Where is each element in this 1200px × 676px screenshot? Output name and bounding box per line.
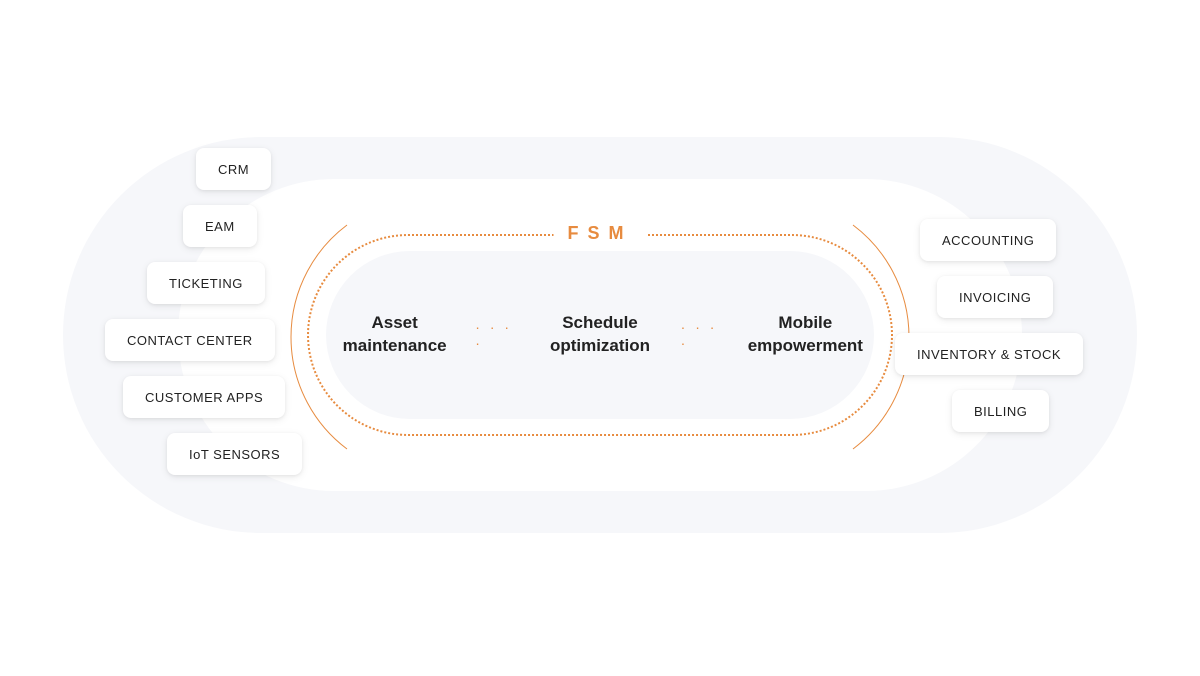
core-item-schedule: Schedule optimization <box>531 312 668 358</box>
box-iot-sensors: IoT SENSORS <box>167 433 302 475</box>
core-item-line1: Schedule <box>562 313 638 332</box>
core-item-line2: empowerment <box>748 336 863 355</box>
core-item-line2: optimization <box>550 336 650 355</box>
box-inventory-stock: INVENTORY & STOCK <box>895 333 1083 375</box>
box-contact-center: CONTACT CENTER <box>105 319 275 361</box>
dots-separator-icon: · · · · <box>475 319 519 351</box>
box-accounting: ACCOUNTING <box>920 219 1056 261</box>
core-item-line2: maintenance <box>343 336 447 355</box>
box-invoicing: INVOICING <box>937 276 1053 318</box>
box-ticketing: TICKETING <box>147 262 265 304</box>
diagram-stage: FSM Asset maintenance · · · · Schedule o… <box>63 137 1137 533</box>
core-item-mobile: Mobile empowerment <box>737 312 874 358</box>
box-customer-apps: CUSTOMER APPS <box>123 376 285 418</box>
fsm-title: FSM <box>554 223 647 244</box>
core-item-line1: Mobile <box>778 313 832 332</box>
core-item-line1: Asset <box>371 313 417 332</box>
box-eam: EAM <box>183 205 257 247</box>
core-item-asset: Asset maintenance <box>326 312 463 358</box>
box-crm: CRM <box>196 148 271 190</box>
box-billing: BILLING <box>952 390 1049 432</box>
dots-separator-icon: · · · · <box>681 319 725 351</box>
core-capabilities-row: Asset maintenance · · · · Schedule optim… <box>326 251 874 419</box>
